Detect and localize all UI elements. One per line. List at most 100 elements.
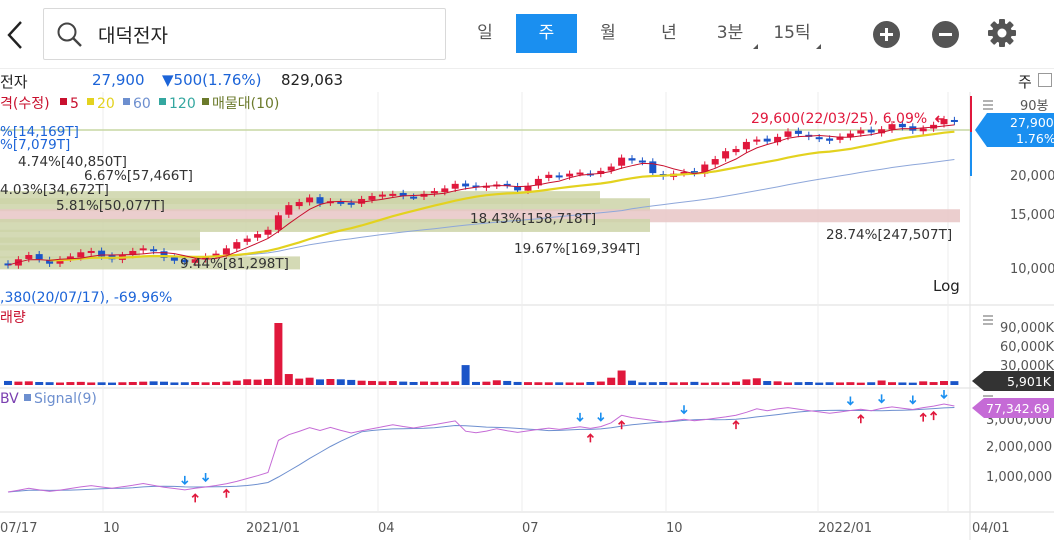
volume-bar xyxy=(680,382,688,385)
volume-bar xyxy=(139,381,148,385)
obv-signal-title: Signal(9) xyxy=(34,391,97,407)
tab-year[interactable]: 년 xyxy=(661,23,677,43)
candle-body xyxy=(358,198,366,204)
obv-signal-swatch xyxy=(24,394,31,401)
tab-month[interactable]: 월 xyxy=(600,23,616,43)
x-label-10b: 10 xyxy=(666,521,683,536)
volume-bar xyxy=(24,381,33,385)
volume-bar xyxy=(76,381,85,385)
x-label-10: 10 xyxy=(103,521,120,536)
candle-body xyxy=(150,249,158,252)
candle-body xyxy=(254,234,262,238)
tab-day[interactable]: 일 xyxy=(477,23,493,43)
low-annotation: ,380(20/07/17), -69.96% xyxy=(0,290,172,306)
volume-bar xyxy=(690,381,699,385)
volume-bar xyxy=(409,381,418,385)
volume-bar xyxy=(336,379,345,385)
tab-15tick[interactable]: 15틱 xyxy=(761,14,823,53)
candle-body xyxy=(701,164,709,174)
volume-bar xyxy=(420,381,428,385)
volume-bar xyxy=(128,381,137,385)
volume-bar xyxy=(149,381,158,385)
candle-body xyxy=(472,185,480,188)
candle-body xyxy=(233,242,241,249)
legend-moving-averages: 5 20 60 120 xyxy=(60,96,196,112)
sell-signal-icon xyxy=(576,412,584,422)
log-scale-label[interactable]: Log xyxy=(933,277,960,295)
volume-bar xyxy=(305,377,314,385)
candle-body xyxy=(399,192,407,197)
candle-body xyxy=(774,136,782,143)
candle-body xyxy=(98,250,106,257)
candle-body xyxy=(898,123,906,128)
volume-bar xyxy=(721,382,730,385)
sell-signal-icon xyxy=(846,396,854,406)
gear-icon[interactable] xyxy=(987,18,1017,52)
vp-label-1: %[14,169T] xyxy=(0,124,79,140)
volume-bar xyxy=(908,382,917,385)
candle-body xyxy=(191,259,199,263)
expand-box-icon[interactable] xyxy=(1038,73,1052,87)
candle-body xyxy=(181,259,189,263)
volume-bar xyxy=(784,382,792,385)
volume-bar xyxy=(794,382,803,385)
candle-body xyxy=(722,151,730,159)
volume-bar xyxy=(35,381,44,385)
tab-week[interactable]: 주 xyxy=(516,14,577,53)
legend-ma-label: 120 xyxy=(169,96,196,112)
unit-label: 주 xyxy=(1018,73,1032,91)
volume-bar xyxy=(108,382,116,385)
volume-bar xyxy=(347,379,356,385)
candle-body xyxy=(576,172,584,175)
zoom-in-button[interactable] xyxy=(873,21,900,48)
volume-bar xyxy=(534,382,543,385)
candle-body xyxy=(212,253,220,256)
back-arrow-icon[interactable] xyxy=(4,18,28,52)
candle-body xyxy=(514,186,522,191)
search-input[interactable]: 대덕전자 xyxy=(43,8,446,60)
tab-3min[interactable]: 3분 xyxy=(700,14,760,53)
volume-bar xyxy=(118,382,127,385)
candle-body xyxy=(940,119,948,125)
volume-bar xyxy=(274,323,283,385)
volume-bar xyxy=(368,380,376,385)
zoom-out-button[interactable] xyxy=(932,21,959,48)
vp-label-2: %[7,079T] xyxy=(0,137,70,153)
volume-series xyxy=(4,323,959,385)
volume-bar xyxy=(56,382,64,385)
volume-bar xyxy=(430,381,439,385)
volume-bar xyxy=(898,382,907,385)
volume-bar xyxy=(804,381,813,385)
volume-panel-menu-icon[interactable] xyxy=(983,315,993,325)
volume-bar xyxy=(295,378,304,385)
volume-axis-60000k: 60,000K xyxy=(1000,340,1054,355)
volume-bar xyxy=(700,382,709,385)
legend-ma-swatch xyxy=(123,98,130,105)
obv-series xyxy=(7,390,955,503)
volume-bar xyxy=(888,382,896,385)
candle-body xyxy=(170,257,178,261)
candle-body xyxy=(451,183,459,189)
sell-signal-icon xyxy=(597,412,605,422)
candle-body xyxy=(285,205,293,215)
panel-menu-icon[interactable] xyxy=(983,100,993,110)
candle-body xyxy=(160,251,168,258)
legend-volume-profile: 매물대(10) xyxy=(212,96,279,112)
x-label-2021-01: 2021/01 xyxy=(246,521,300,536)
candle-body xyxy=(306,197,314,203)
volume-bar xyxy=(576,382,584,385)
stock-chart[interactable]: 격(수정) 5 20 60 120 매물대(10) 29,600(22/03/25),… xyxy=(0,92,1054,540)
tab-15tick-label: 15틱 xyxy=(773,23,811,43)
candle-body xyxy=(794,130,802,134)
candle-body xyxy=(888,124,896,130)
volume-bar xyxy=(856,382,865,385)
candle-body xyxy=(763,138,771,142)
candle-body xyxy=(690,171,698,174)
sell-signal-icon xyxy=(680,405,688,415)
search-icon xyxy=(56,21,84,53)
volume-bar xyxy=(170,382,179,385)
volume-bar xyxy=(388,381,397,385)
volume-bar xyxy=(66,382,75,385)
volume-bar xyxy=(524,382,532,385)
volume-bar xyxy=(659,381,668,385)
